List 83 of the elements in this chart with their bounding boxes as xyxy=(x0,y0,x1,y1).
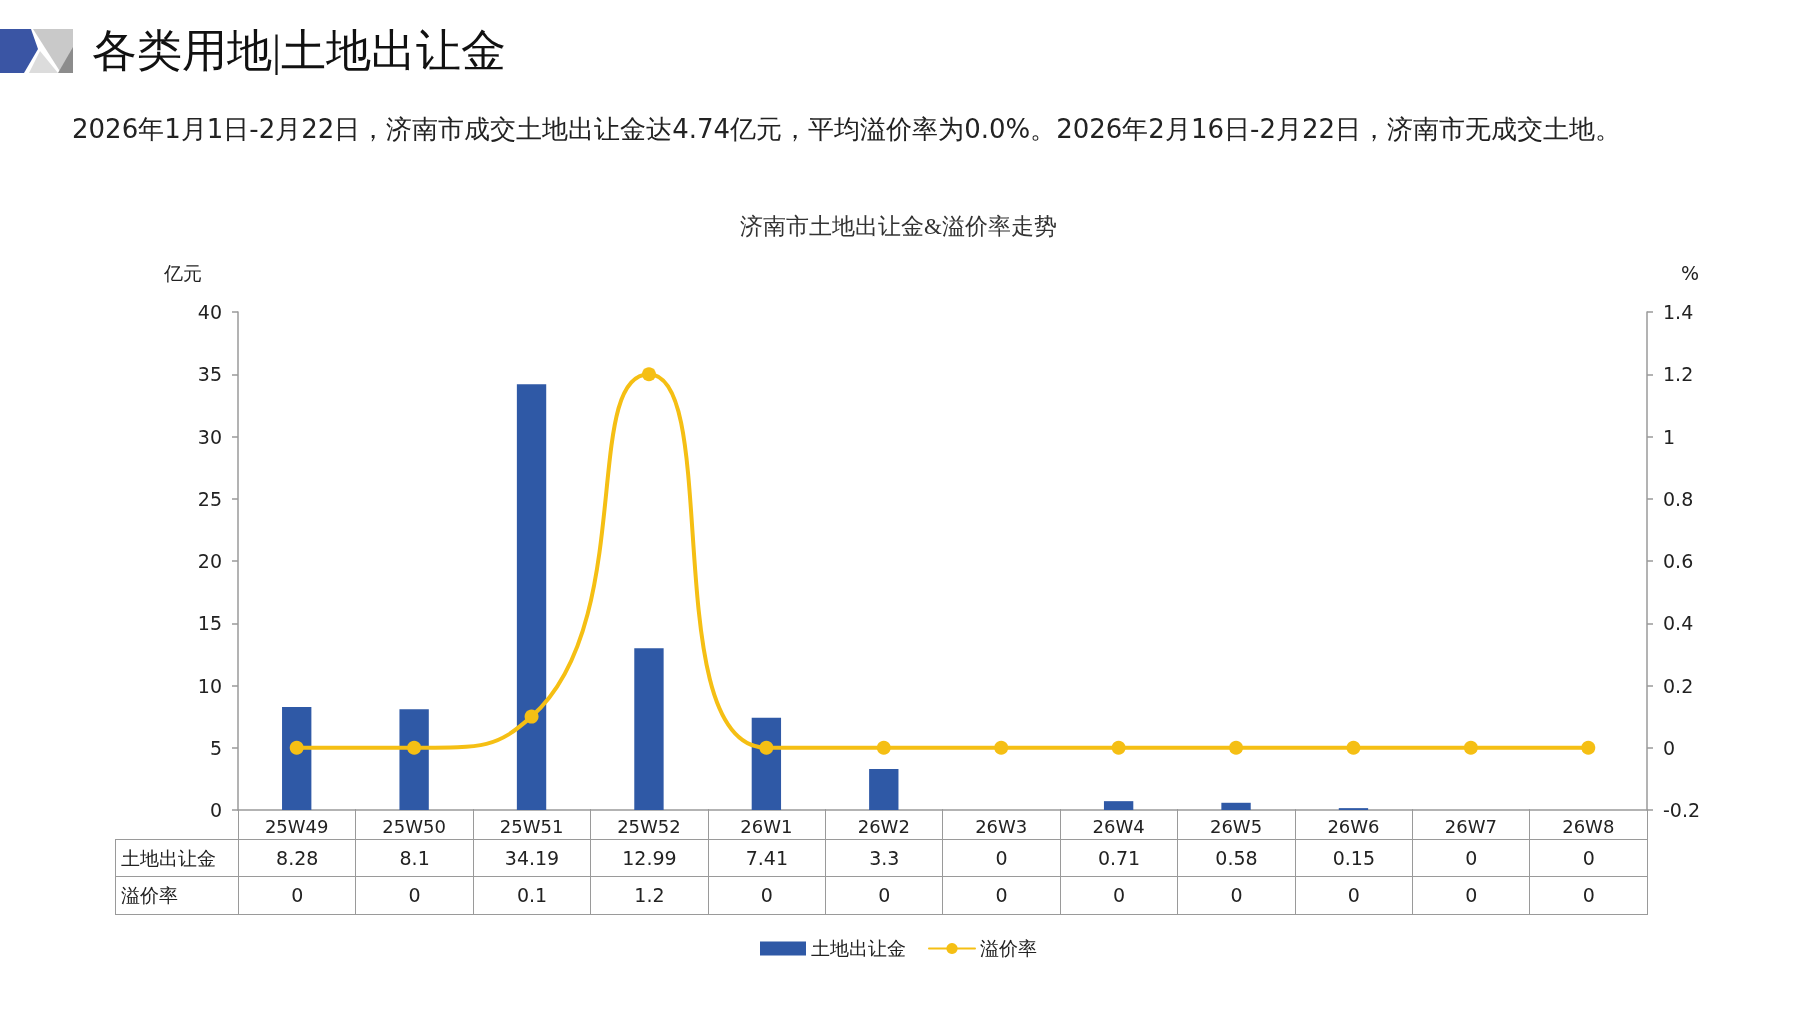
y-tick-label: 20 xyxy=(197,550,222,572)
y-tick-label: 25 xyxy=(197,487,222,510)
y2-tick-label: 0 xyxy=(1663,736,1676,759)
y-axis-title: 亿元 xyxy=(163,262,202,284)
legend-label: 土地出让金 xyxy=(811,938,906,959)
x-tick-label: 25W51 xyxy=(499,815,564,837)
bar xyxy=(1221,802,1251,810)
data-label: 0 xyxy=(1529,839,1648,877)
text: 各类用地|土地出让金 xyxy=(92,26,507,76)
y2-tick-label: 1.2 xyxy=(1663,363,1694,386)
y2-axis-title: % xyxy=(1681,262,1700,284)
point xyxy=(759,740,774,755)
data-label: 12.99 xyxy=(590,839,709,877)
data-label: 7.41 xyxy=(708,839,826,877)
y2-tick-label: -0.2 xyxy=(1663,799,1701,821)
data-label: 0 xyxy=(942,839,1061,877)
bar xyxy=(1103,801,1134,810)
text: 2026年1月1日-2月22日，济南市成交土地出让金达4.74亿元，平均溢价率为0.0%。2026年2月16日-2月22日，济南市无成交土地。 xyxy=(72,114,1622,144)
data-label: 0 xyxy=(1529,876,1648,915)
chart-title: 济南市土地出让金&溢价率走势 xyxy=(740,214,1057,239)
point xyxy=(641,367,656,382)
data-label: 0 xyxy=(942,876,1061,915)
x-tick-label: 26W6 xyxy=(1327,815,1380,837)
y-tick-label: 15 xyxy=(197,612,222,635)
data-label: 0 xyxy=(1177,876,1296,915)
data-label: 0 xyxy=(708,876,826,915)
y2-tick-label: 0.6 xyxy=(1663,550,1694,572)
y-tick-label: 35 xyxy=(197,363,222,386)
point xyxy=(1111,740,1126,755)
point xyxy=(994,740,1009,755)
x-tick-label: 26W4 xyxy=(1092,815,1145,837)
data-label: 0 xyxy=(1060,876,1178,915)
bar xyxy=(399,709,429,810)
x-tick-label: 26W7 xyxy=(1444,815,1497,837)
y2-tick-label: 0.8 xyxy=(1663,487,1694,510)
data-label: 0.58 xyxy=(1177,839,1296,877)
y-tick-label: 5 xyxy=(209,736,222,759)
point xyxy=(1463,740,1478,755)
y2-tick-label: 0.2 xyxy=(1663,674,1694,697)
point xyxy=(1229,740,1244,755)
data-label: 1.2 xyxy=(590,876,709,915)
x-tick-label: 25W49 xyxy=(264,815,329,837)
bar xyxy=(634,648,664,810)
data-label: 0.1 xyxy=(473,876,591,915)
y-tick-label: 0 xyxy=(209,799,222,821)
x-tick-label: 26W1 xyxy=(740,815,793,837)
x-tick-label: 25W52 xyxy=(617,815,681,837)
bar xyxy=(516,384,547,810)
x-tick-label: 26W3 xyxy=(975,815,1028,837)
x-tick-label: 26W5 xyxy=(1209,815,1263,837)
legend-label: 溢价率 xyxy=(980,938,1037,959)
bar xyxy=(751,717,782,810)
point xyxy=(524,709,539,724)
data-label: 0.15 xyxy=(1295,839,1413,877)
y2-tick-label: 0.4 xyxy=(1663,612,1694,635)
data-label: 0.71 xyxy=(1060,839,1178,877)
x-tick-label: 26W8 xyxy=(1562,815,1615,837)
data-label: 8.1 xyxy=(355,839,474,877)
data-label: 0 xyxy=(1412,876,1530,915)
data-label: 0 xyxy=(825,876,943,915)
text: 溢价率 xyxy=(121,885,178,906)
point xyxy=(1581,740,1596,755)
y2-tick-label: 1.4 xyxy=(1663,301,1694,323)
point xyxy=(876,740,891,755)
point xyxy=(1346,740,1361,755)
data-label: 0 xyxy=(238,876,356,915)
text: 土地出让金 xyxy=(121,847,216,869)
y-tick-label: 40 xyxy=(197,301,222,323)
point xyxy=(407,740,422,755)
data-label: 8.28 xyxy=(238,839,356,877)
data-label: 0 xyxy=(1412,839,1530,877)
data-label: 3.3 xyxy=(825,839,943,877)
x-tick-label: 26W2 xyxy=(857,815,910,837)
data-label: 34.19 xyxy=(473,839,591,877)
bar xyxy=(869,768,899,810)
data-label: 0 xyxy=(355,876,474,915)
y-tick-label: 10 xyxy=(197,674,222,697)
x-tick-label: 25W50 xyxy=(382,815,446,837)
y2-tick-label: 1 xyxy=(1663,425,1676,448)
bar xyxy=(282,706,312,810)
data-label: 0 xyxy=(1295,876,1413,915)
point xyxy=(289,740,304,755)
y-tick-label: 30 xyxy=(197,425,222,448)
